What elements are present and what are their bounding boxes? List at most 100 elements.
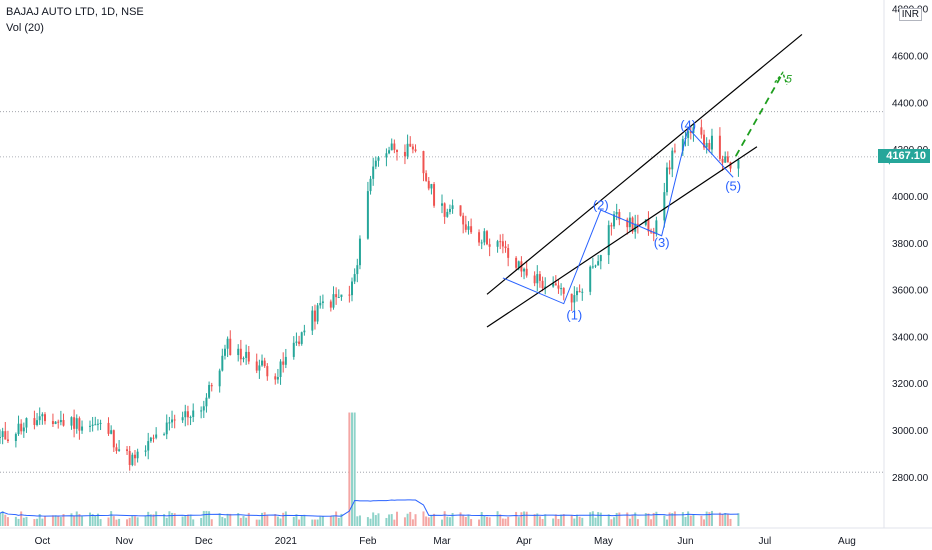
volume-bar xyxy=(541,519,544,526)
candle-body xyxy=(369,178,372,192)
candle-body xyxy=(263,360,266,367)
volume-bar xyxy=(0,513,1,526)
candle-body xyxy=(409,143,412,147)
volume-bar xyxy=(208,511,211,526)
wave-label: (4) xyxy=(680,118,696,133)
candle-body xyxy=(718,135,721,159)
candle-body xyxy=(152,437,155,439)
volume-bar xyxy=(329,515,332,526)
volume-bar xyxy=(507,516,510,526)
candle-body xyxy=(329,301,332,308)
candle-body xyxy=(276,376,279,380)
candle-body xyxy=(729,162,732,169)
candle-body xyxy=(237,348,240,356)
volume-bar xyxy=(652,512,655,526)
candle-body xyxy=(131,454,134,465)
candle-body xyxy=(636,223,639,225)
candle-body xyxy=(208,385,211,398)
candle-body xyxy=(14,434,17,442)
volume-bar xyxy=(298,519,301,526)
candle-body xyxy=(486,231,488,245)
candle-body xyxy=(594,265,597,267)
candle-body xyxy=(163,434,166,436)
volume-bar xyxy=(448,517,451,526)
candle-body xyxy=(335,294,338,298)
volume-bar xyxy=(483,515,486,526)
volume-bar xyxy=(631,514,634,526)
candle-body xyxy=(443,203,446,217)
candle-body xyxy=(311,310,314,331)
volume-bar xyxy=(557,518,560,526)
x-tick-label: Dec xyxy=(195,536,213,547)
volume-bar xyxy=(171,512,174,526)
candle-body xyxy=(41,414,44,417)
volume-bar xyxy=(163,514,166,526)
candle-body xyxy=(189,416,192,418)
candle-body xyxy=(300,332,303,344)
volume-bar xyxy=(218,513,221,526)
x-tick-label: Aug xyxy=(838,536,856,547)
candle-body xyxy=(4,431,7,440)
candle-body xyxy=(356,265,359,275)
candle-body xyxy=(284,356,287,365)
wave-label: (5) xyxy=(725,179,741,194)
candle-body xyxy=(337,296,340,298)
volume-bar xyxy=(155,511,158,526)
candle-body xyxy=(626,219,629,228)
volume-bar xyxy=(515,511,518,526)
volume-bar xyxy=(258,519,261,526)
volume-bar xyxy=(200,517,203,526)
volume-bar xyxy=(501,518,504,526)
volume-bar xyxy=(321,516,324,526)
volume-bar xyxy=(311,519,314,526)
volume-bar xyxy=(726,514,729,526)
candle-body xyxy=(200,410,203,412)
candle-body xyxy=(321,301,324,303)
volume-bar xyxy=(610,519,613,526)
volume-bar xyxy=(703,519,706,526)
candle-body xyxy=(393,143,396,150)
volume-bar xyxy=(430,515,433,526)
x-tick-label: Jul xyxy=(758,536,771,547)
candle-body xyxy=(615,212,618,215)
candle-body xyxy=(403,151,406,157)
candle-body xyxy=(681,139,684,151)
volume-bar xyxy=(467,515,470,526)
volume-bar xyxy=(75,511,78,526)
candle-body xyxy=(647,219,650,232)
candle-body xyxy=(631,217,634,232)
candle-body xyxy=(171,419,174,423)
candle-body xyxy=(218,370,221,387)
candle-body xyxy=(499,241,502,243)
volume-bar xyxy=(724,513,727,526)
volume-bar xyxy=(358,515,361,526)
candle-body xyxy=(266,366,269,377)
candle-body xyxy=(422,151,425,174)
volume-bar xyxy=(578,516,581,526)
candle-body xyxy=(96,423,99,425)
symbol-title[interactable]: BAJAJ AUTO LTD, 1D, NSE xyxy=(6,6,144,18)
volume-indicator-label[interactable]: Vol (20) xyxy=(6,22,44,34)
volume-bar xyxy=(210,519,213,526)
candle-body xyxy=(149,437,152,442)
candle-body xyxy=(618,212,621,220)
x-tick-label: Oct xyxy=(35,536,51,547)
candle-body xyxy=(665,167,668,193)
candle-body xyxy=(488,244,491,247)
volume-bar xyxy=(411,519,414,526)
y-tick-label: 3800.00 xyxy=(892,239,929,250)
volume-bar xyxy=(636,519,639,526)
candle-body xyxy=(91,424,94,426)
volume-bar xyxy=(729,518,732,526)
volume-bar xyxy=(62,514,65,526)
candle-body xyxy=(668,167,671,170)
volume-bar xyxy=(181,516,184,526)
volume-bar xyxy=(721,514,724,526)
candle-body xyxy=(710,135,713,150)
volume-bar xyxy=(245,517,248,526)
candle-body xyxy=(184,411,187,418)
y-tick-label: 3200.00 xyxy=(892,379,929,390)
volume-bar xyxy=(316,519,319,526)
volume-bar xyxy=(599,512,602,526)
